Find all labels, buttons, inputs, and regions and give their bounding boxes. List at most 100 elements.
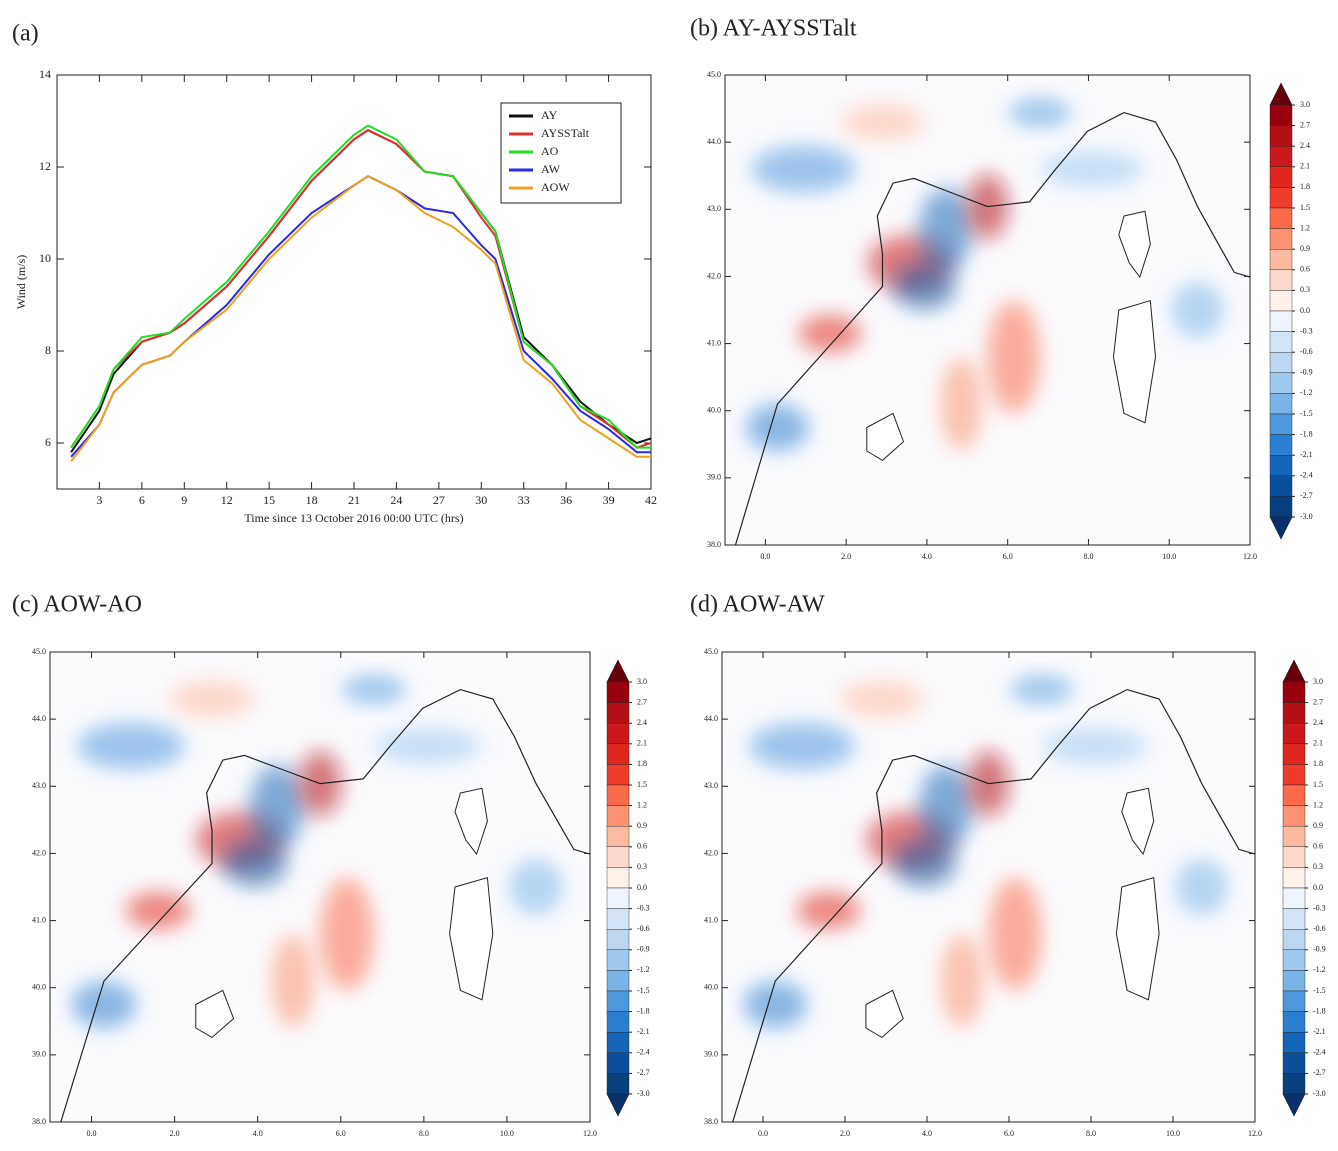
colorbar-cell xyxy=(1282,681,1306,703)
y-tick-label: 42.0 xyxy=(707,271,721,280)
y-tick-label: 6 xyxy=(45,435,51,449)
x-tick-label: 33 xyxy=(518,493,530,507)
colorbar-label: 0.0 xyxy=(1300,306,1310,315)
colorbar-cell xyxy=(606,990,630,1012)
colorbar-cell xyxy=(1269,455,1293,477)
y-tick-label: 45.0 xyxy=(704,647,718,656)
x-tick-label: 8.0 xyxy=(419,1129,429,1138)
plot-frame xyxy=(721,651,1256,1123)
colorbar-label: 2.1 xyxy=(637,739,647,748)
colorbar-cell xyxy=(1282,908,1306,930)
colorbar-label: -0.3 xyxy=(637,903,650,912)
colorbar-cell xyxy=(606,702,630,724)
colorbar-label: 2.7 xyxy=(1313,697,1323,706)
x-tick-label: 12.0 xyxy=(583,1129,597,1138)
coastline xyxy=(60,688,590,1122)
colorbar-label: 2.4 xyxy=(1300,141,1310,150)
colorbar-cell xyxy=(606,1011,630,1033)
colorbar-cell xyxy=(606,784,630,806)
series-line xyxy=(70,124,651,449)
colorbar-cell xyxy=(1269,187,1293,209)
x-tick-label: 18 xyxy=(306,493,318,507)
field-blob xyxy=(919,187,972,273)
field-blob xyxy=(71,981,137,1028)
y-tick-label: 44.0 xyxy=(707,137,721,146)
colorbar-label: -1.8 xyxy=(1300,429,1313,438)
y-tick-label: 38.0 xyxy=(707,540,721,549)
x-tick-label: 42 xyxy=(645,493,657,507)
x-tick-label: 21 xyxy=(348,493,360,507)
y-tick-label: 39.0 xyxy=(704,1050,718,1059)
colorbar-cell xyxy=(1282,805,1306,827)
colorbar-label: -1.5 xyxy=(1313,986,1326,995)
colorbar-label: -0.3 xyxy=(1313,903,1326,912)
x-tick-label: 4.0 xyxy=(922,552,932,561)
panel-title: (a) xyxy=(12,21,39,47)
y-tick-label: 38.0 xyxy=(32,1117,46,1126)
field-blob xyxy=(1009,675,1074,704)
colorbar-cell xyxy=(1269,125,1293,147)
colorbar-cell xyxy=(606,1031,630,1053)
colorbar-cell xyxy=(1282,929,1306,951)
colorbar-label: -2.7 xyxy=(637,1068,650,1077)
colorbar-label: 1.8 xyxy=(1313,759,1323,768)
y-tick-label: 12 xyxy=(39,159,51,173)
colorbar-label: 2.1 xyxy=(1313,739,1323,748)
field-blob xyxy=(940,357,983,451)
field-blob xyxy=(1171,281,1224,339)
colorbar-label: 1.5 xyxy=(1313,780,1323,789)
colorbar-label: 1.5 xyxy=(1300,203,1310,212)
field-blob xyxy=(77,722,185,770)
colorbar-cell xyxy=(1269,434,1293,456)
y-tick-label: 43.0 xyxy=(32,781,46,790)
colorbar-cell xyxy=(1282,887,1306,909)
colorbar-cap xyxy=(606,659,630,683)
colorbar-cell xyxy=(606,764,630,786)
y-tick-label: 45.0 xyxy=(32,647,46,656)
colorbar-label: -1.2 xyxy=(637,965,650,974)
colorbar-label: 2.7 xyxy=(1300,120,1310,129)
field-blob xyxy=(509,858,563,916)
colorbar-label: 0.9 xyxy=(1313,821,1323,830)
colorbar-cell xyxy=(1282,784,1306,806)
y-tick-label: 43.0 xyxy=(704,781,718,790)
colorbar-cell xyxy=(606,826,630,848)
colorbar-label: -2.4 xyxy=(1300,471,1313,480)
colorbar-label: -1.5 xyxy=(637,986,650,995)
x-tick-label: 12 xyxy=(221,493,233,507)
colorbar-label: -2.7 xyxy=(1313,1068,1326,1077)
panel-title: (d) AOW-AW xyxy=(690,592,825,618)
colorbar-label: 2.7 xyxy=(637,697,647,706)
x-tick-label: 2.0 xyxy=(841,552,851,561)
y-tick-label: 40.0 xyxy=(704,983,718,992)
colorbar-cell xyxy=(1282,1031,1306,1053)
legend-label: AYSSTalt xyxy=(541,126,590,140)
colorbar-cell xyxy=(1282,764,1306,786)
field-blob xyxy=(1041,727,1149,765)
y-axis-label: Wind (m/s) xyxy=(14,255,28,310)
field-blob xyxy=(940,934,984,1028)
plot-frame xyxy=(724,74,1251,546)
colorbar-cell xyxy=(1269,352,1293,374)
colorbar-label: 0.6 xyxy=(1313,842,1323,851)
colorbar-label: -0.6 xyxy=(1300,347,1313,356)
island xyxy=(195,989,235,1039)
colorbar-cell xyxy=(1269,207,1293,229)
colorbar-cell xyxy=(606,805,630,827)
series-line xyxy=(70,175,651,458)
colorbar-label: 1.8 xyxy=(1300,182,1310,191)
x-tick-label: 0.0 xyxy=(87,1129,97,1138)
colorbar-label: -3.0 xyxy=(1300,512,1313,521)
field-blob xyxy=(748,722,856,770)
x-tick-label: 3 xyxy=(96,493,102,507)
x-tick-label: 8.0 xyxy=(1083,552,1093,561)
x-tick-label: 2.0 xyxy=(840,1129,850,1138)
colorbar-cell xyxy=(1282,1052,1306,1074)
colorbar-label: 3.0 xyxy=(1313,677,1323,686)
panel-title: (b) AY-AYSSTalt xyxy=(690,16,857,42)
colorbar-cell xyxy=(606,908,630,930)
colorbar-cell xyxy=(606,929,630,951)
field-blob xyxy=(320,877,374,991)
colorbar-label: -1.8 xyxy=(637,1006,650,1015)
x-tick-label: 10.0 xyxy=(500,1129,514,1138)
